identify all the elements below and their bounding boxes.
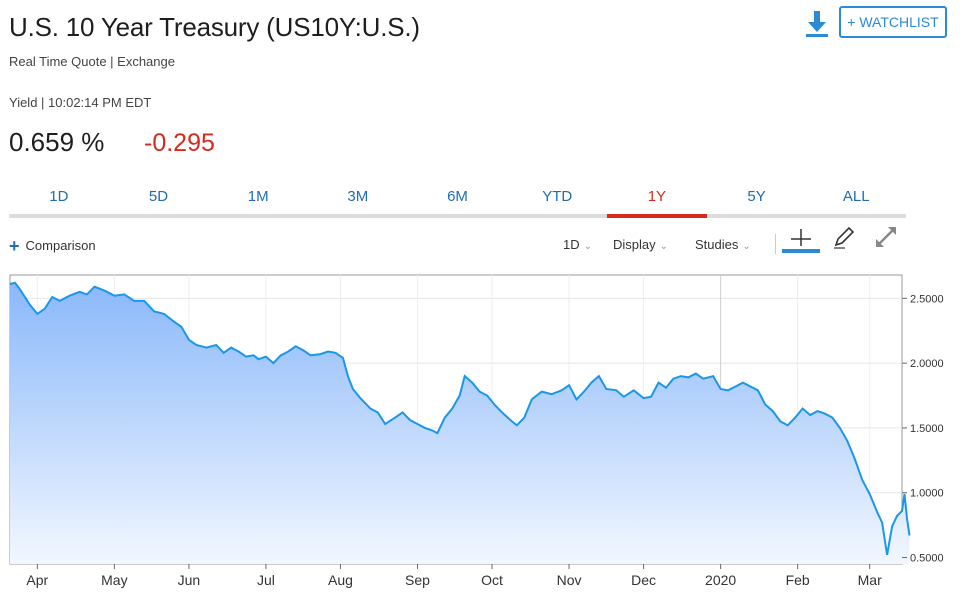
x-tick-label: Sep (405, 572, 430, 588)
studies-label: Studies (695, 237, 739, 252)
chevron-down-icon: ⌄ (659, 241, 669, 252)
tab-ytd[interactable]: YTD (542, 188, 573, 205)
yield-chart[interactable]: 2.5000 2.0000 1.5000 1.0000 0.5000 Apr May Jun… (0, 272, 974, 601)
chevron-down-icon: ⌄ (583, 241, 593, 252)
x-tick-label: Oct (481, 572, 503, 588)
quote-source: Real Time Quote | Exchange (9, 54, 175, 69)
tab-1d[interactable]: 1D (49, 188, 69, 205)
comparison-button[interactable]: + Comparison (9, 236, 96, 257)
studies-dropdown[interactable]: Studies ⌄ (695, 237, 751, 252)
plus-icon: + (9, 236, 20, 256)
current-yield: 0.659 % (9, 127, 105, 157)
x-tick-label: May (101, 572, 127, 588)
toolbar-divider (775, 234, 776, 254)
interval-label: 1D (563, 237, 580, 252)
y-axis: 2.5000 2.0000 1.5000 1.0000 0.5000 (902, 293, 944, 565)
y-tick-label: 2.0000 (910, 358, 944, 370)
x-axis: Apr May Jun Jul Aug Sep Oct Nov Dec 2020 Feb Mar (26, 564, 882, 588)
chevron-down-icon: ⌄ (742, 241, 751, 252)
expand-icon[interactable] (873, 224, 899, 250)
add-to-watchlist-button[interactable]: + WATCHLIST (839, 6, 947, 38)
tab-1m[interactable]: 1M (247, 188, 269, 205)
display-dropdown[interactable]: Display ⌄ (613, 237, 668, 252)
x-tick-label: Nov (557, 572, 582, 588)
y-tick-label: 1.0000 (910, 488, 944, 500)
tab-all[interactable]: ALL (842, 188, 870, 205)
x-tick-label: 2020 (705, 572, 736, 588)
x-tick-label: Dec (631, 572, 656, 588)
comparison-label: Comparison (25, 238, 96, 253)
y-tick-label: 1.5000 (910, 423, 944, 435)
page-title: U.S. 10 Year Treasury (US10Y:U.S.) (9, 12, 420, 42)
tab-1y[interactable]: 1Y (607, 186, 707, 218)
y-tick-label: 2.5000 (910, 293, 944, 305)
tab-3m[interactable]: 3M (347, 188, 369, 205)
x-tick-label: Jul (257, 572, 275, 588)
interval-dropdown[interactable]: 1D ⌄ (563, 237, 592, 252)
crosshair-icon[interactable] (782, 226, 820, 254)
x-tick-label: Jun (178, 572, 201, 588)
area-fill (10, 282, 910, 564)
tab-6m[interactable]: 6M (447, 188, 468, 205)
display-label: Display (613, 237, 656, 252)
x-tick-label: Aug (328, 572, 353, 588)
yield-timestamp: Yield | 10:02:14 PM EDT (9, 95, 152, 110)
time-range-tabs: 1D 5D 1M 3M 6M YTD 1Y 5Y ALL (9, 186, 906, 218)
x-tick-label: Mar (858, 572, 882, 588)
download-icon[interactable] (804, 9, 830, 39)
tab-5y[interactable]: 5Y (747, 188, 766, 205)
series-line (9, 281, 911, 556)
pencil-icon[interactable] (831, 224, 857, 250)
x-tick-label: Apr (26, 572, 48, 588)
chart-toolbar: + Comparison 1D ⌄ Display ⌄ Studies ⌄ (9, 226, 906, 258)
yield-change: -0.295 (144, 129, 215, 157)
y-tick-label: 0.5000 (910, 553, 944, 565)
tab-5d[interactable]: 5D (148, 188, 169, 205)
x-tick-label: Feb (786, 572, 810, 588)
